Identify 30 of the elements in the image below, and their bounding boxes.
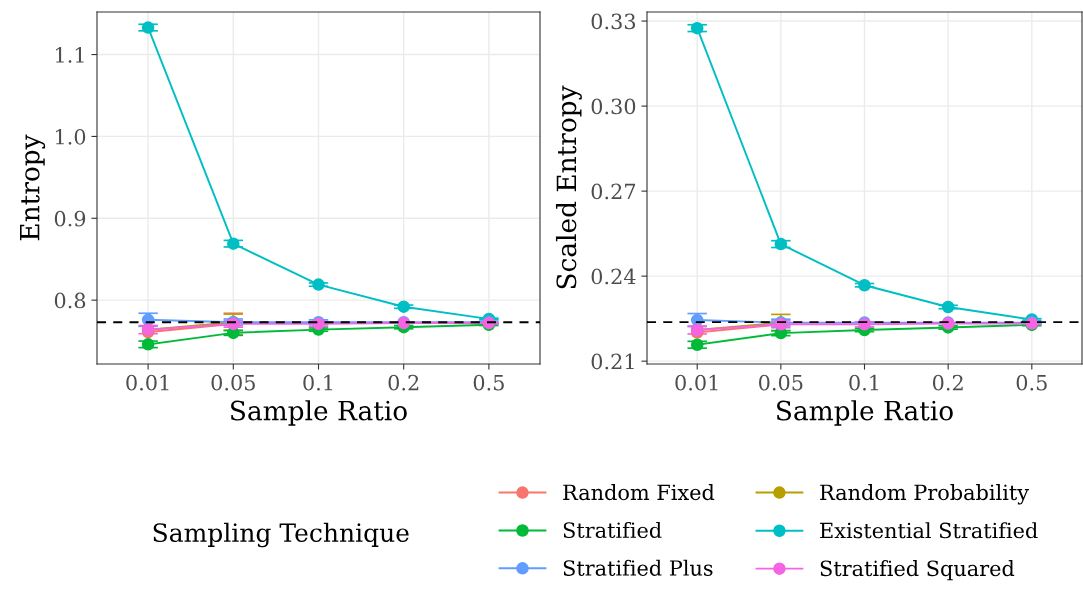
y-tick-label: 0.27	[591, 183, 636, 200]
x-tick-label: 0.2	[388, 374, 419, 391]
y-tick-label: 0.24	[591, 268, 636, 285]
x-tick-label: 0.05	[759, 374, 803, 391]
x-tick-label: 0.1	[303, 374, 333, 391]
legend-label: Stratified Squared	[820, 560, 1015, 581]
legend-label: Random Fixed	[563, 484, 715, 501]
x-tick-label: 0.01	[126, 374, 169, 391]
y-axis-title: Entropy	[20, 134, 46, 241]
legend-label: Random Probability	[820, 484, 1029, 505]
x-tick-label: 0.2	[932, 374, 963, 391]
legend-title: Sampling Technique	[153, 522, 409, 548]
y-tick-label: 0.8	[54, 292, 86, 309]
legend-label: Stratified Plus	[563, 559, 713, 576]
legend-label: Stratified	[563, 521, 662, 539]
y-tick-label: 0.9	[54, 210, 86, 227]
x-tick-label: 0.1	[849, 374, 879, 391]
y-tick-label: 0.30	[591, 98, 636, 115]
x-axis-title: Sample Ratio	[777, 400, 953, 426]
y-tick-label: 1.1	[55, 47, 84, 63]
y-axis-title: Scaled Entropy	[555, 85, 582, 289]
y-tick-label: 0.33	[591, 13, 636, 30]
x-tick-label: 0.5	[473, 374, 504, 391]
x-tick-label: 0.01	[675, 374, 718, 391]
legend-label: Existential Stratified	[820, 522, 1038, 539]
x-axis-title: Sample Ratio	[231, 400, 407, 426]
y-tick-label: 0.21	[591, 353, 634, 370]
y-tick-label: 1.0	[55, 128, 86, 145]
x-tick-label: 0.5	[1016, 374, 1047, 391]
x-tick-label: 0.05	[211, 374, 255, 391]
